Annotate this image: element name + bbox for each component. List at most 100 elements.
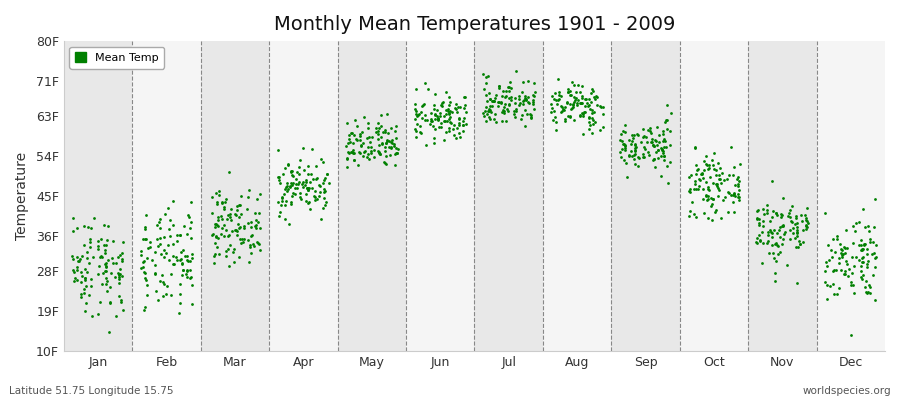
Point (284, 199, 298, 206)
Point (482, 108, 497, 114)
Point (764, 213, 778, 220)
Point (760, 207, 774, 213)
Point (862, 239, 877, 245)
Point (251, 219, 266, 226)
Point (153, 216, 167, 222)
Point (480, 98, 494, 104)
Point (288, 191, 302, 197)
Point (731, 174, 745, 180)
Point (731, 181, 745, 188)
Point (253, 225, 267, 232)
Point (308, 194, 322, 200)
Point (142, 239, 157, 245)
Point (706, 196, 721, 202)
Point (647, 142, 662, 149)
Point (789, 220, 804, 226)
Point (838, 250, 852, 256)
Point (342, 150, 356, 156)
Point (277, 202, 292, 208)
Point (732, 197, 746, 203)
Point (582, 113, 597, 120)
Point (560, 100, 574, 106)
Point (310, 175, 325, 182)
Point (613, 148, 627, 155)
Point (655, 131, 670, 138)
Point (458, 102, 473, 108)
Point (646, 142, 661, 148)
Point (299, 198, 313, 204)
Point (361, 144, 375, 150)
Point (862, 284, 877, 290)
Point (153, 240, 167, 247)
Point (209, 232, 223, 239)
Point (353, 130, 367, 137)
Point (364, 143, 378, 150)
Point (216, 222, 230, 228)
Point (791, 244, 806, 250)
Point (720, 188, 734, 195)
Point (250, 195, 265, 202)
Point (760, 240, 774, 246)
Point (476, 86, 491, 92)
Point (480, 111, 494, 117)
Point (863, 236, 878, 242)
Point (769, 210, 783, 216)
Point (106, 260, 121, 266)
Point (364, 150, 378, 156)
Point (68, 274, 82, 281)
Point (214, 198, 229, 205)
Point (652, 146, 666, 153)
Point (309, 197, 323, 204)
Point (217, 233, 231, 240)
Point (313, 216, 328, 222)
Point (587, 109, 601, 116)
Point (436, 137, 451, 144)
Point (500, 107, 515, 114)
Point (868, 196, 882, 202)
Point (378, 127, 392, 133)
Point (798, 212, 813, 218)
Point (452, 115, 466, 122)
Point (766, 208, 780, 214)
Point (710, 185, 724, 192)
Point (240, 194, 255, 200)
Point (571, 82, 585, 88)
Point (66, 266, 80, 273)
Point (383, 139, 398, 146)
Point (854, 263, 868, 269)
Point (663, 141, 678, 148)
Point (206, 230, 220, 237)
Point (443, 118, 457, 125)
Point (801, 220, 815, 226)
Point (479, 118, 493, 124)
Point (527, 92, 542, 99)
Point (577, 109, 591, 115)
Point (273, 209, 287, 216)
Point (615, 138, 629, 144)
Point (208, 251, 222, 257)
Point (857, 240, 871, 247)
Point (211, 217, 225, 223)
Point (209, 234, 223, 240)
Point (616, 156, 631, 163)
Point (688, 178, 702, 184)
Point (379, 153, 393, 160)
Point (688, 171, 703, 177)
Point (275, 171, 290, 177)
Point (618, 129, 633, 136)
Point (70, 225, 85, 231)
Point (374, 141, 389, 147)
Point (660, 116, 674, 123)
Point (274, 202, 289, 208)
Point (311, 193, 326, 199)
Point (309, 163, 323, 169)
Point (641, 126, 655, 133)
Point (373, 151, 387, 157)
Point (574, 95, 589, 101)
Point (182, 214, 196, 220)
Point (715, 170, 729, 176)
Point (775, 223, 789, 230)
Point (859, 288, 873, 295)
Point (449, 134, 464, 141)
Point (449, 101, 464, 107)
